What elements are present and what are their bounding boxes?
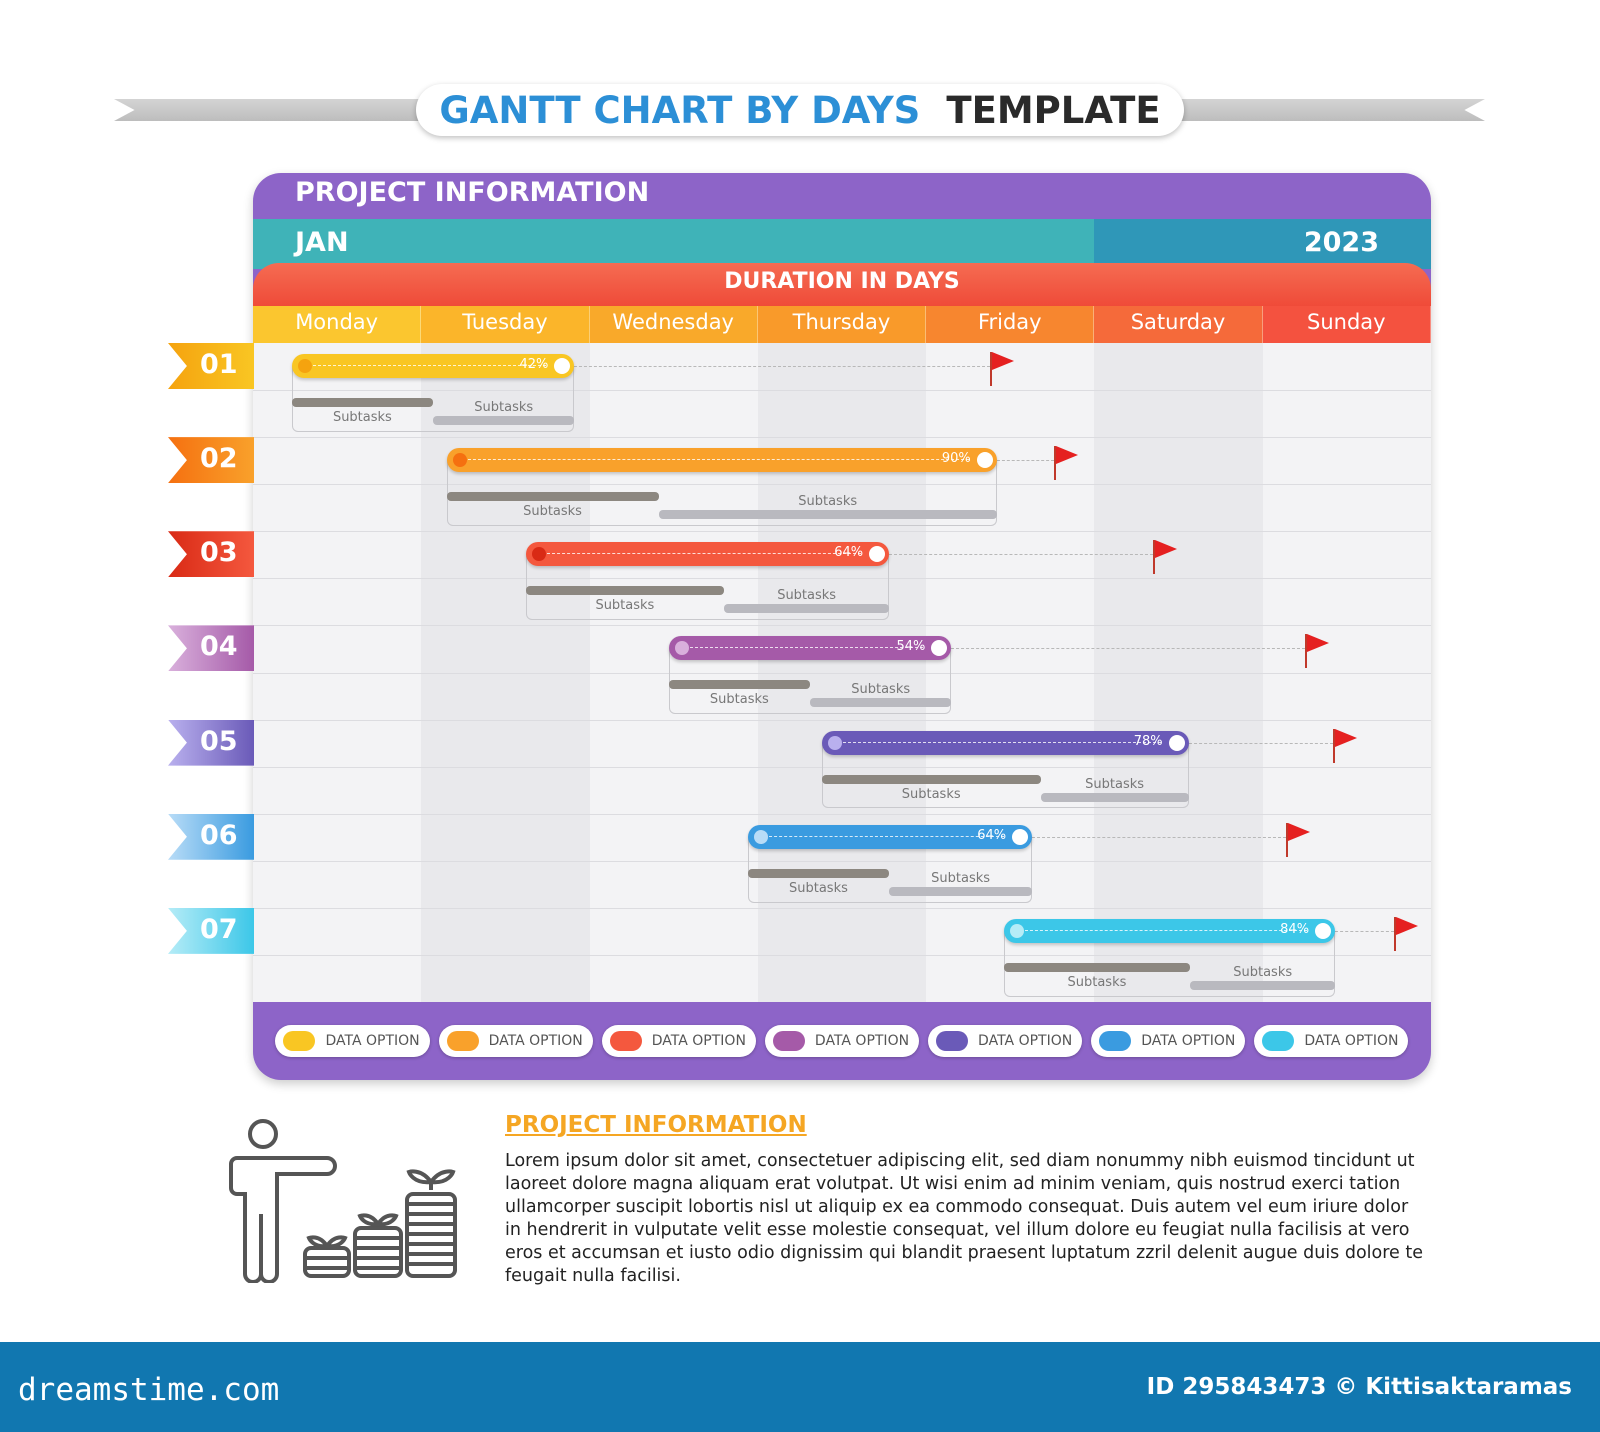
grid-line xyxy=(253,578,1431,580)
legend-swatch xyxy=(1099,1031,1132,1051)
info-title: PROJECT INFORMATION xyxy=(505,1112,807,1138)
legend-swatch xyxy=(1262,1031,1295,1051)
legend-label: DATA OPTION xyxy=(1304,1033,1399,1049)
year-label: 2023 xyxy=(1094,219,1431,269)
legend: DATA OPTION DATA OPTION DATA OPTION DATA OP… xyxy=(253,1002,1431,1080)
task-number-tag: 03 xyxy=(168,531,254,578)
day-header: Thursday xyxy=(757,306,927,343)
grid-line xyxy=(253,766,1431,768)
legend-swatch xyxy=(283,1031,316,1051)
gantt-grid xyxy=(253,343,1431,1002)
legend-label: DATA OPTION xyxy=(488,1033,583,1049)
legend-item[interactable]: DATA OPTION xyxy=(275,1025,430,1057)
legend-swatch xyxy=(609,1031,642,1051)
legend-label: DATA OPTION xyxy=(814,1033,910,1049)
page-title: GANTT CHART BY DAYS TEMPLATE xyxy=(416,84,1184,136)
title-part2: TEMPLATE xyxy=(946,88,1161,132)
title-part1: GANTT CHART BY DAYS xyxy=(439,88,921,132)
legend-item[interactable]: DATA OPTION xyxy=(1254,1025,1409,1057)
day-header: Monday xyxy=(253,306,422,343)
task-number-tag: 07 xyxy=(168,907,254,954)
day-header: Friday xyxy=(926,306,1095,343)
legend-label: DATA OPTION xyxy=(1141,1033,1236,1049)
days-row: Monday Tuesday Wednesday Thursday Friday Satu… xyxy=(253,306,1431,343)
grid-line xyxy=(253,484,1431,486)
footer: dreamstime.com ID 295843473 © Kittisakta… xyxy=(0,1342,1600,1432)
legend-label: DATA OPTION xyxy=(325,1033,420,1049)
person-coins-icon xyxy=(229,1119,457,1283)
day-header: Sunday xyxy=(1262,306,1431,343)
image-credit: ID 295843473 © Kittisaktaramas xyxy=(1146,1374,1572,1400)
legend-item[interactable]: DATA OPTION xyxy=(601,1025,756,1057)
task-number-tag: 05 xyxy=(168,719,254,766)
task-number-tag: 04 xyxy=(168,625,254,672)
legend-item[interactable]: DATA OPTION xyxy=(764,1025,920,1057)
grid-line xyxy=(253,954,1431,956)
legend-label: DATA OPTION xyxy=(978,1033,1073,1049)
grid-line xyxy=(253,625,1431,627)
day-header: Tuesday xyxy=(421,306,590,343)
grid-line xyxy=(253,719,1431,721)
month-label: JAN xyxy=(295,227,349,258)
day-header: Wednesday xyxy=(589,306,758,343)
grid-line xyxy=(253,860,1431,862)
grid-line xyxy=(253,531,1431,533)
legend-swatch xyxy=(446,1031,479,1051)
project-header: PROJECT INFORMATION xyxy=(295,177,650,208)
duration-header: DURATION IN DAYS xyxy=(253,263,1431,307)
legend-item[interactable]: DATA OPTION xyxy=(1091,1025,1246,1057)
legend-swatch xyxy=(936,1031,969,1051)
legend-item[interactable]: DATA OPTION xyxy=(928,1025,1083,1057)
task-number-tag: 06 xyxy=(168,813,254,860)
grid-line xyxy=(253,672,1431,674)
info-text: Lorem ipsum dolor sit amet, consectetuer… xyxy=(505,1151,1424,1286)
legend-label: DATA OPTION xyxy=(651,1033,746,1049)
grid-line xyxy=(253,390,1431,392)
dreamstime-logo[interactable]: dreamstime.com xyxy=(18,1372,280,1408)
grid-line xyxy=(253,907,1431,909)
legend-swatch xyxy=(772,1031,805,1051)
task-number-tag: 01 xyxy=(168,343,254,389)
legend-item[interactable]: DATA OPTION xyxy=(438,1025,593,1057)
day-header: Saturday xyxy=(1094,306,1263,343)
grid-line xyxy=(253,437,1431,439)
grid-line xyxy=(253,813,1431,815)
task-number-tag: 02 xyxy=(168,437,254,484)
gantt-panel: PROJECT INFORMATION 2023 JAN DURATION IN… xyxy=(253,173,1431,1080)
